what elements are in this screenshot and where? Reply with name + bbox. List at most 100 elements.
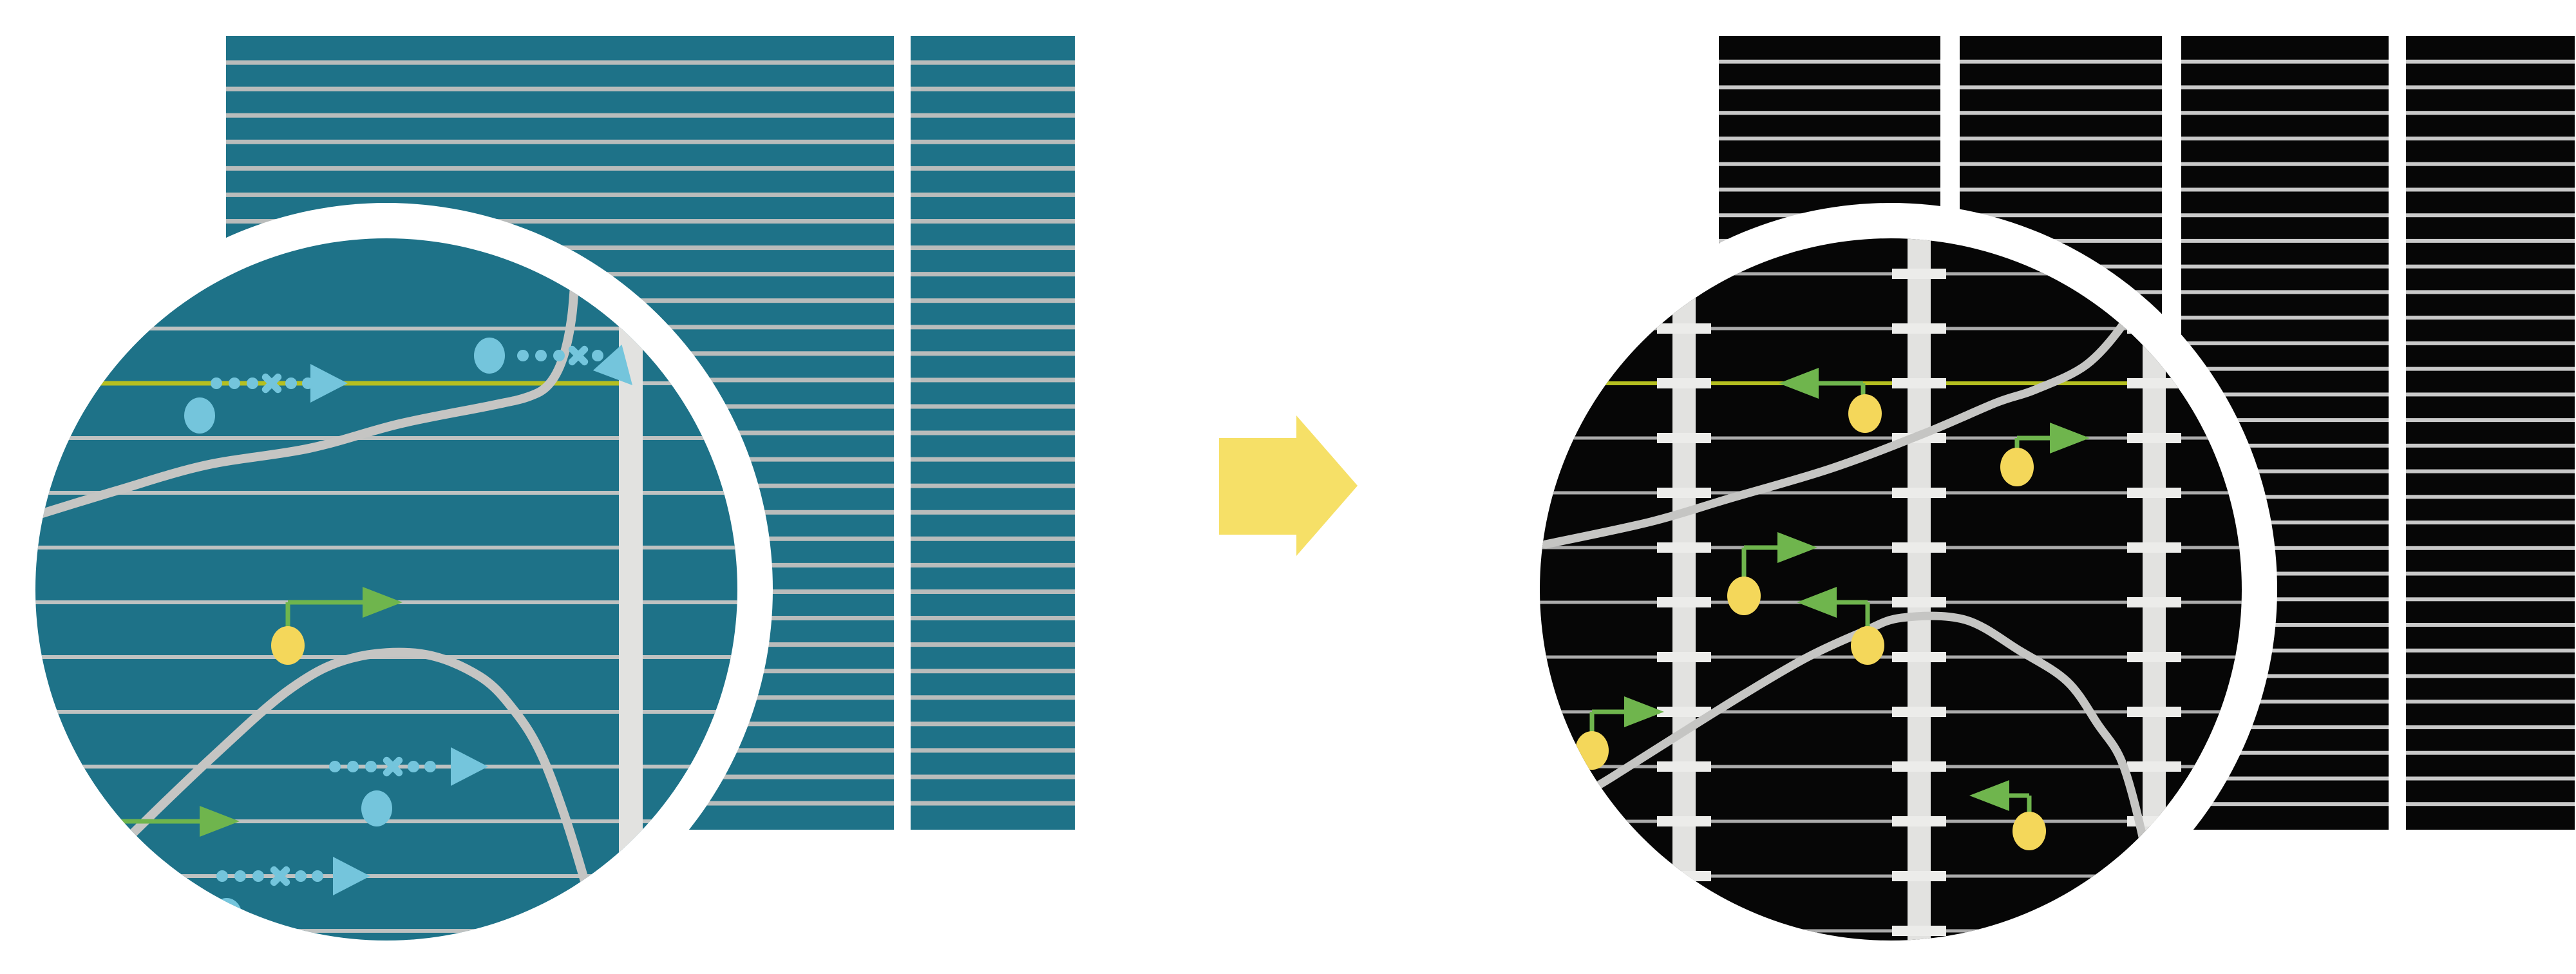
carrier-dot [1851, 626, 1884, 665]
panel-finger-line [226, 139, 1075, 144]
busbar-solder-pad [1892, 269, 1946, 279]
panel-finger-line [1719, 264, 2575, 269]
collect-path-horizontal [1812, 381, 1863, 386]
trail-dot [592, 350, 603, 361]
collect-path-horizontal [108, 819, 206, 824]
trail-dot [329, 761, 341, 772]
collected-arrowhead-icon [1777, 532, 1817, 563]
busbar-solder-pad [1657, 323, 1711, 334]
collected-carrier-motif [1779, 368, 1882, 433]
magnified-finger-line [1540, 491, 2242, 495]
collected-arrowhead-icon [1797, 587, 1837, 618]
panel-finger-line [226, 272, 1075, 277]
busbar-solder-pad [2127, 488, 2181, 498]
collected-carrier-motif [2000, 423, 2090, 486]
magnified-finger-line [1540, 655, 2242, 659]
busbar-solder-pad [1892, 871, 1946, 881]
busbar-solder-pad [1657, 652, 1711, 662]
busbar-solder-pad [2127, 378, 2181, 388]
collect-path-vertical [2027, 796, 2032, 816]
panel-finger-line [226, 245, 1075, 251]
collect-path-vertical [1865, 602, 1870, 630]
magnified-finger-line [1540, 874, 2242, 878]
panel-finger-line [1719, 290, 2575, 294]
carrier-dot [2012, 812, 2046, 850]
recombination-x-icon [270, 866, 290, 886]
collect-path-vertical [285, 602, 290, 630]
collect-path-vertical [1861, 383, 1866, 398]
collected-carrier-motif [1797, 587, 1884, 665]
panel-finger-line [1719, 85, 2575, 90]
busbar-solder-pad [1657, 707, 1711, 717]
magnified-finger-line [1540, 710, 2242, 714]
cell-divider-gap [2389, 35, 2406, 830]
busbar-solder-pad [1892, 488, 1946, 498]
trail-dot [247, 377, 258, 389]
magnified-finger-line [35, 929, 737, 933]
blocked-carrier-motif [329, 747, 488, 826]
magnified-finger-line [35, 436, 737, 440]
collect-path-horizontal [288, 600, 369, 605]
trail-dot [216, 870, 228, 882]
busbar-solder-pad [2127, 542, 2181, 553]
trail-dot [553, 350, 565, 361]
busbar-solder-pad [1892, 926, 1946, 936]
grain-boundary-curve [1577, 611, 2166, 941]
left-magnifier-content [35, 238, 737, 941]
magnified-finger-line [1540, 765, 2242, 769]
busbar-solder-pad [1657, 761, 1711, 772]
panel-finger-line [226, 192, 1075, 197]
panel-finger-line [1719, 137, 2575, 140]
busbar-solder-pad [2127, 597, 2181, 607]
panel-finger-line [1719, 213, 2575, 218]
carrier-dot [2000, 448, 2034, 486]
busbar-solder-pad [1892, 816, 1946, 826]
panel-finger-line [226, 219, 1075, 224]
trail-dot [295, 870, 307, 882]
busbar-solder-pad [1657, 378, 1711, 388]
busbar-solder-pad [1892, 707, 1946, 717]
carrier-dot [1727, 577, 1761, 615]
magnified-finger-line [35, 874, 737, 878]
busbar-solder-pad [1657, 926, 1711, 936]
collect-path-horizontal [1592, 709, 1631, 714]
busbar-solder-pad [1892, 323, 1946, 334]
trail-dot [535, 350, 547, 361]
panel-finger-line [226, 166, 1075, 171]
panel-finger-line [1719, 59, 2575, 64]
panel-finger-line [226, 86, 1075, 91]
magnified-finger-line [35, 765, 737, 769]
collected-arrowhead-icon [1969, 780, 2009, 811]
magnified-finger-line [1540, 272, 2242, 276]
blocked-arrowhead-icon [451, 747, 488, 786]
magnified-finger-line [35, 710, 737, 714]
panel-finger-line [226, 298, 1075, 303]
busbar-solder-pad [2127, 652, 2181, 662]
magnified-finger-line [1540, 819, 2242, 823]
trail-dot [211, 377, 222, 389]
magnified-finger-line [35, 491, 737, 495]
magnified-finger-line [1540, 546, 2242, 549]
busbar-solder-pad [1657, 433, 1711, 443]
carrier-dot [361, 790, 392, 826]
magnified-finger-line [1540, 436, 2242, 440]
panel-finger-line [1719, 162, 2575, 166]
magnifier-disc [1540, 238, 2242, 941]
collected-carrier-motif [271, 587, 402, 665]
magnified-finger-line [35, 327, 737, 330]
magnified-finger-line [1540, 327, 2242, 330]
busbar-solder-pad [2127, 707, 2181, 717]
collected-carrier-motif [1969, 780, 2046, 850]
magnified-wire-busbar [1672, 238, 1696, 941]
panel-finger-line [226, 60, 1075, 65]
recombination-x-icon [383, 756, 403, 777]
right-magnifier-content [1540, 238, 2242, 941]
busbar-solder-pad [1657, 488, 1711, 498]
collect-path-horizontal [1744, 545, 1784, 550]
collected-arrowhead-icon [363, 587, 402, 618]
panel-finger-line [226, 113, 1075, 118]
busbar-solder-pad [2127, 433, 2181, 443]
cell-divider-gap [894, 35, 911, 830]
collected-arrowhead-icon [1624, 696, 1664, 727]
carrier-dot [474, 338, 505, 374]
